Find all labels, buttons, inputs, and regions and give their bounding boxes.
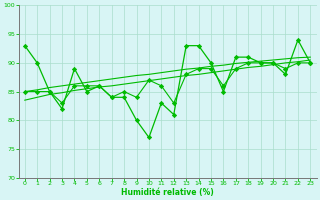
X-axis label: Humidité relative (%): Humidité relative (%) [121, 188, 214, 197]
